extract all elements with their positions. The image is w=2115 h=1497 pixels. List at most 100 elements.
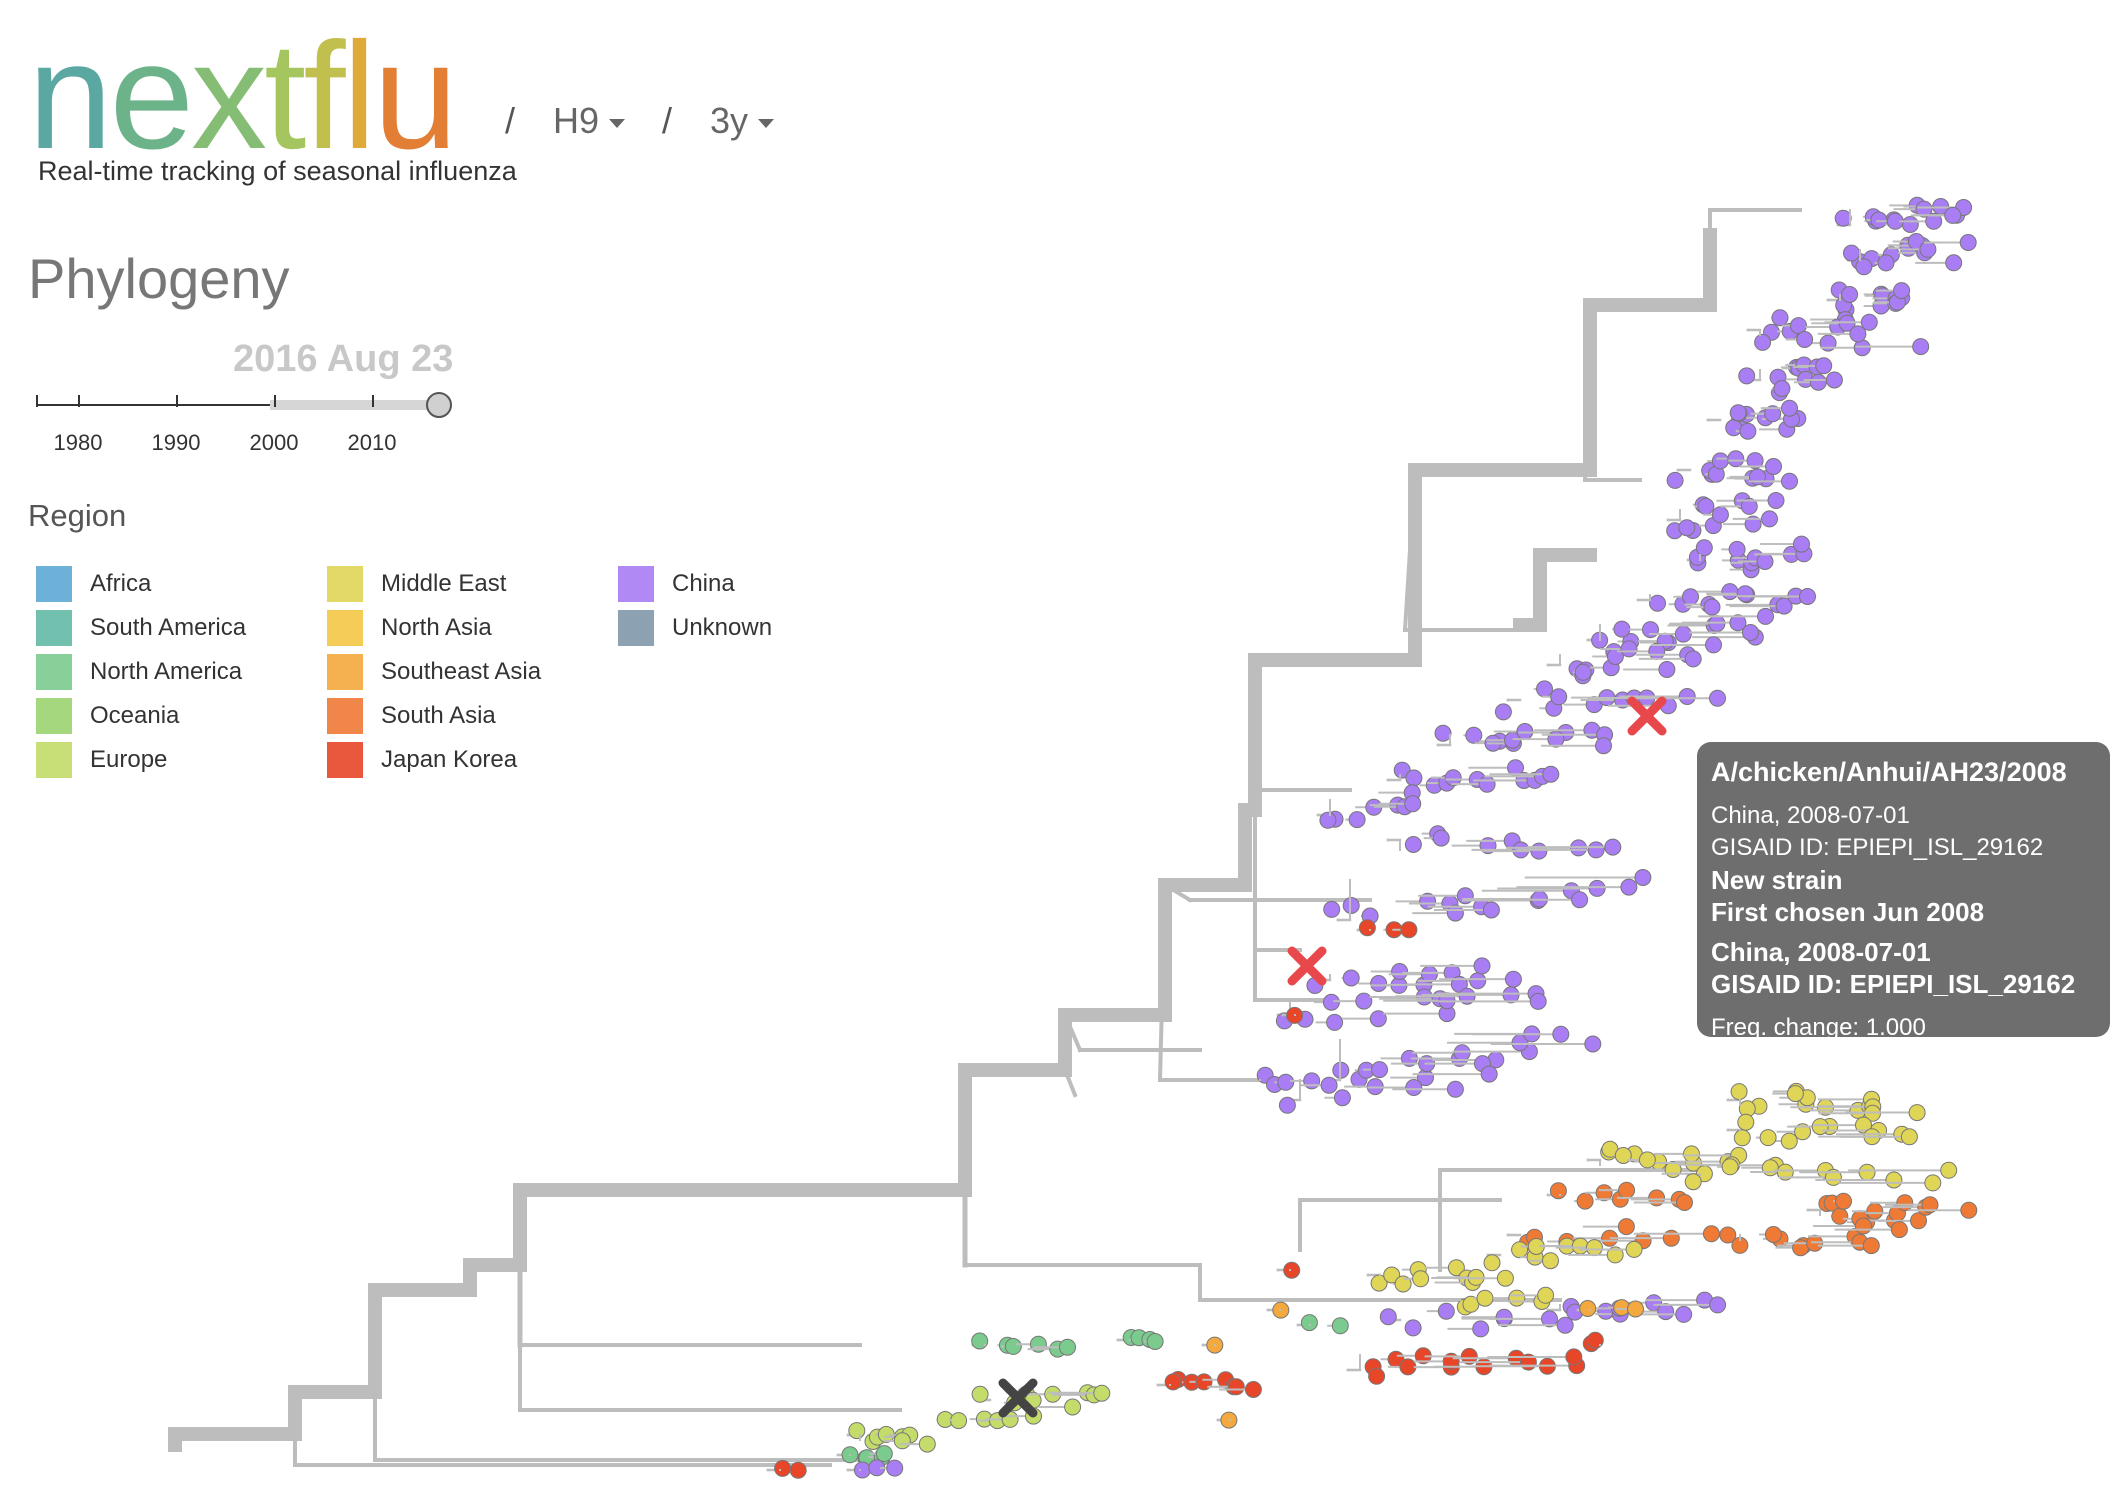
tree-tip[interactable] (1504, 970, 1522, 988)
tree-tip[interactable] (1900, 1128, 1918, 1146)
tree-tip[interactable] (1606, 1246, 1624, 1264)
tree-tip[interactable] (1576, 1192, 1594, 1210)
tree-tip[interactable] (1358, 919, 1376, 937)
tree-tip[interactable] (1391, 963, 1409, 980)
tree-tip[interactable] (1446, 1080, 1464, 1098)
tree-tip[interactable] (1220, 1411, 1238, 1429)
tree-tip[interactable] (1331, 1317, 1349, 1335)
tree-tip[interactable] (1511, 1241, 1529, 1259)
tree-tip[interactable] (1536, 680, 1553, 698)
tree-tip[interactable] (1767, 492, 1785, 509)
tree-tip[interactable] (1775, 597, 1793, 615)
tree-tip[interactable] (1711, 506, 1729, 524)
tree-tip[interactable] (1719, 1226, 1737, 1244)
tree-tip[interactable] (1866, 1202, 1884, 1220)
tree-tip[interactable] (1959, 234, 1977, 251)
tree-tip[interactable] (1910, 1212, 1927, 1230)
tree-tip[interactable] (1093, 1384, 1111, 1402)
tree-tip[interactable] (1634, 869, 1652, 886)
tree-tip[interactable] (1764, 1226, 1782, 1243)
tree-tip[interactable] (1728, 540, 1746, 558)
tree-tip[interactable] (1604, 838, 1622, 856)
tree-tip[interactable] (1781, 472, 1798, 490)
tree-tip[interactable] (1483, 1254, 1501, 1272)
tree-tip[interactable] (1552, 1025, 1570, 1043)
tree-tip[interactable] (1771, 309, 1789, 327)
tree-tip[interactable] (1781, 399, 1798, 417)
tree-tip[interactable] (1912, 338, 1930, 356)
tree-tip[interactable] (1453, 1044, 1471, 1062)
tree-tip[interactable] (1831, 1207, 1849, 1225)
tree-tip[interactable] (1405, 769, 1423, 787)
tree-tip[interactable] (1064, 1398, 1082, 1416)
tree-tip[interactable] (1164, 1373, 1182, 1391)
tree-tip[interactable] (1323, 900, 1341, 918)
tree-tip[interactable] (1320, 1076, 1338, 1094)
tree-tip[interactable] (1834, 209, 1852, 227)
tree-tip[interactable] (1595, 1184, 1613, 1202)
tree-tip[interactable] (1738, 367, 1756, 385)
tree-tip[interactable] (1705, 636, 1722, 654)
tree-tip[interactable] (1502, 986, 1520, 1004)
tree-tip[interactable] (1480, 1065, 1498, 1083)
tree-tip[interactable] (1695, 539, 1713, 557)
tree-tip[interactable] (1761, 1159, 1779, 1177)
tree-tip[interactable] (1574, 663, 1592, 681)
tree-tip[interactable] (1849, 325, 1867, 343)
tree-tip[interactable] (1815, 357, 1833, 375)
tree-tip[interactable] (1725, 419, 1743, 437)
tree-tip[interactable] (1322, 993, 1340, 1011)
tree-tip[interactable] (1565, 1348, 1583, 1366)
tree-tip[interactable] (1542, 1252, 1559, 1270)
legend-item-china[interactable]: China (618, 564, 735, 604)
tree-tip[interactable] (1595, 737, 1612, 755)
tree-tip[interactable] (1657, 1303, 1675, 1321)
tree-tip[interactable] (1627, 1300, 1644, 1318)
tree-tip[interactable] (1584, 1035, 1602, 1053)
tree-tip[interactable] (1862, 1237, 1880, 1255)
tree-tip[interactable] (1756, 553, 1774, 570)
tree-tip[interactable] (1400, 921, 1418, 939)
resolution-dropdown[interactable]: 3y (710, 100, 775, 142)
tree-tip[interactable] (1444, 769, 1462, 787)
tree-tip[interactable] (1412, 1270, 1430, 1288)
legend-item-south-america[interactable]: South America (36, 608, 246, 648)
tree-tip[interactable] (1495, 1308, 1513, 1326)
tree-tip[interactable] (1809, 373, 1827, 391)
tree-tip[interactable] (1550, 688, 1568, 706)
tree-tip[interactable] (1585, 1239, 1603, 1257)
tree-tip[interactable] (1764, 405, 1782, 423)
tree-tip[interactable] (1059, 1338, 1076, 1356)
tree-tip[interactable] (1303, 1072, 1321, 1090)
tree-tip[interactable] (1556, 1316, 1574, 1334)
tree-tip[interactable] (1529, 992, 1547, 1010)
tree-tip[interactable] (1684, 650, 1702, 668)
tree-tip[interactable] (1682, 588, 1699, 606)
tree-tip[interactable] (1508, 1289, 1526, 1307)
tree-tip[interactable] (1478, 775, 1496, 793)
tree-tip[interactable] (971, 1385, 989, 1403)
tree-tip[interactable] (1925, 212, 1943, 230)
tree-tip[interactable] (1744, 515, 1762, 533)
tree-tip[interactable] (1476, 1289, 1494, 1307)
tree-tip[interactable] (1638, 1151, 1656, 1169)
tree-tip[interactable] (1754, 333, 1772, 351)
tree-tip[interactable] (1854, 1217, 1872, 1235)
tree-tip[interactable] (1333, 1089, 1351, 1107)
tree-tip[interactable] (1773, 380, 1791, 397)
tree-tip[interactable] (1432, 829, 1450, 847)
tree-tip[interactable] (1877, 254, 1895, 272)
tree-tip[interactable] (1729, 404, 1747, 422)
tree-tip[interactable] (1960, 1201, 1978, 1219)
tree-tip[interactable] (1729, 614, 1747, 632)
tree-tip[interactable] (1855, 1116, 1872, 1134)
tree-tip[interactable] (1571, 891, 1589, 909)
tree-tip[interactable] (1460, 1347, 1478, 1365)
tree-tip[interactable] (1761, 510, 1778, 528)
tree-tip[interactable] (1792, 1239, 1810, 1257)
date-slider[interactable]: 1980 1990 2000 2010 (36, 390, 456, 455)
tree-tip[interactable] (1405, 1079, 1423, 1096)
tree-tip[interactable] (1786, 1085, 1804, 1103)
tree-tip[interactable] (1721, 1158, 1739, 1176)
tree-tip[interactable] (950, 1412, 968, 1430)
